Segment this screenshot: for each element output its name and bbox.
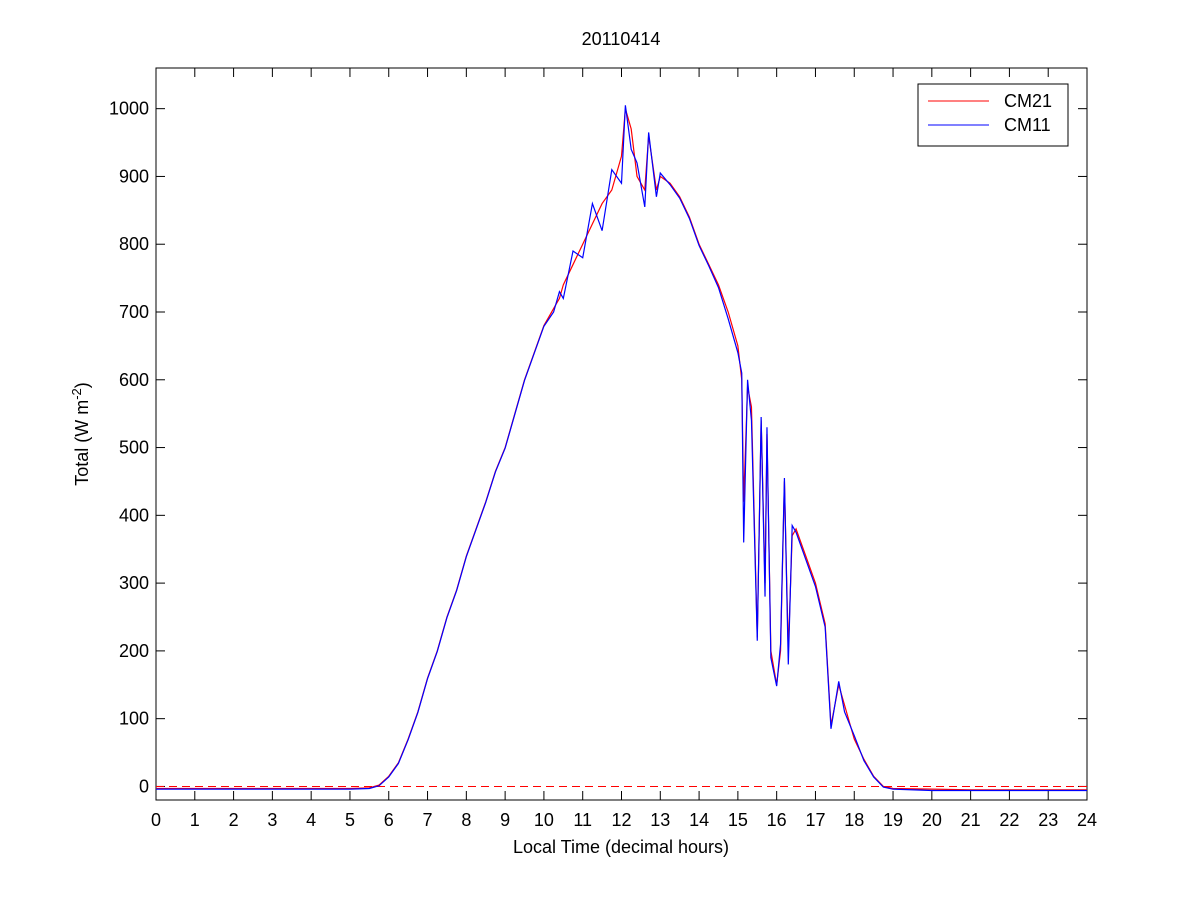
x-tick-label: 14 [689,810,709,830]
y-tick-label: 500 [119,438,149,458]
x-tick-label: 6 [384,810,394,830]
x-tick-label: 2 [229,810,239,830]
y-label-main: Total (W m [72,400,92,486]
x-tick-label: 21 [961,810,981,830]
x-tick-label: 8 [461,810,471,830]
x-tick-label: 15 [728,810,748,830]
y-tick-label: 800 [119,234,149,254]
x-tick-label: 3 [267,810,277,830]
y-tick-label: 100 [119,709,149,729]
x-tick-label: 4 [306,810,316,830]
x-tick-label: 17 [805,810,825,830]
chart-title: 20110414 [582,29,661,49]
x-tick-label: 9 [500,810,510,830]
y-tick-label: 600 [119,370,149,390]
x-tick-label: 7 [423,810,433,830]
plot-area [155,67,1088,801]
series-line [156,105,1087,792]
y-tick-label: 1000 [109,99,149,119]
x-axis-label: Local Time (decimal hours) [513,837,729,857]
y-label-sup: -2 [69,388,84,400]
x-tick-label: 10 [534,810,554,830]
x-tick-label: 1 [190,810,200,830]
x-tick-label: 22 [999,810,1019,830]
x-tick-label: 11 [573,810,592,830]
x-tick-label: 16 [767,810,787,830]
x-tick-label: 5 [345,810,355,830]
y-tick-label: 300 [119,573,149,593]
y-tick-label: 900 [119,166,149,186]
y-axis-label: Total (W m-2) [69,382,92,486]
x-tick-label: 0 [151,810,161,830]
x-tick-label: 13 [650,810,670,830]
x-tick-label: 18 [844,810,864,830]
legend-label: CM11 [1004,115,1051,135]
y-tick-label: 0 [139,776,149,796]
x-tick-label: 19 [883,810,903,830]
y-tick-label: 400 [119,505,149,525]
legend-label: CM21 [1004,91,1052,111]
legend-box [917,83,1069,147]
y-tick-label: 700 [119,302,149,322]
x-tick-label: 23 [1038,810,1058,830]
y-tick-label: 200 [119,641,149,661]
x-tick-label: 12 [611,810,631,830]
x-tick-label: 24 [1077,810,1097,830]
y-label-end: ) [72,382,92,388]
x-tick-label: 20 [922,810,942,830]
